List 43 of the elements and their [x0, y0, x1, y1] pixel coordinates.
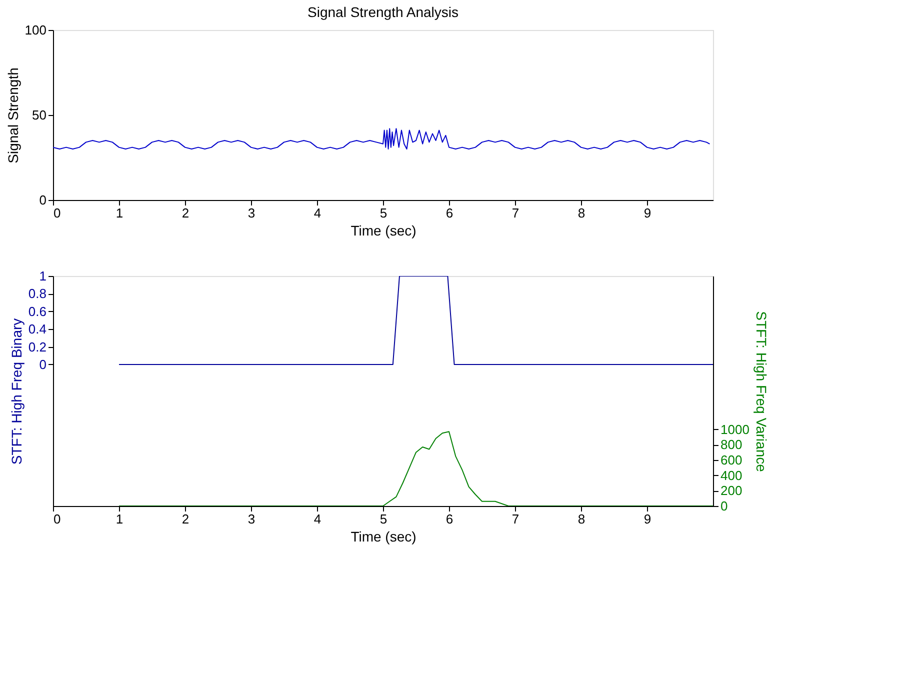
x-tick-label: 3: [248, 512, 256, 526]
line-series: [118, 431, 713, 506]
x-tick-label: 0: [54, 206, 61, 220]
x-tick-label: 1: [116, 512, 124, 526]
y2-tick-label: 200: [720, 483, 742, 498]
x-tick-label: 9: [644, 206, 652, 220]
y-tick-label: 0: [39, 356, 46, 372]
x-tick-label: 4: [314, 512, 322, 526]
y2-tick-label: 0: [720, 498, 728, 514]
x-tick-label: 5: [380, 512, 388, 526]
y2-axis-title: STFT: High Freq Variance: [753, 311, 770, 472]
y2-tick-label: 400: [720, 468, 742, 483]
x-tick-label: 1: [116, 206, 124, 220]
x-axis-title: Time (sec): [350, 222, 416, 238]
y-tick-label: 100: [24, 22, 46, 38]
x-tick-label: 2: [182, 512, 190, 526]
line-series: [53, 128, 710, 150]
chart-title: Signal Strength Analysis: [308, 4, 458, 20]
y-tick-label: 1: [39, 268, 46, 284]
x-tick-label: 9: [644, 512, 652, 526]
x-tick-label: 5: [380, 206, 388, 220]
x-tick-label: 8: [578, 206, 586, 220]
y2-tick-label: 800: [720, 437, 742, 452]
x-tick-label: 8: [578, 512, 586, 526]
x-tick-label: 3: [248, 206, 256, 220]
x-tick-label: 4: [314, 206, 322, 220]
y-tick-label: 0.4: [28, 322, 46, 337]
y-axis-title: Signal Strength: [4, 68, 21, 164]
x-tick-label: 0: [54, 512, 61, 526]
y-tick-label: 0: [39, 192, 46, 208]
y2-tick-label: 1000: [720, 422, 750, 437]
x-tick-label: 6: [446, 512, 454, 526]
x-tick-label: 2: [182, 206, 190, 220]
y-tick-label: 0.8: [28, 286, 46, 302]
y2-tick-label: 600: [720, 452, 742, 468]
x-tick-label: 6: [446, 206, 454, 220]
x-axis-title: Time (sec): [350, 528, 416, 544]
y-tick-label: 0.6: [28, 304, 46, 319]
y-tick-label: 50: [32, 108, 46, 122]
y-axis-title: STFT: High Freq Binary: [8, 318, 24, 465]
x-tick-label: 7: [512, 512, 520, 526]
x-tick-label: 7: [512, 206, 520, 220]
y-tick-label: 0.2: [28, 339, 46, 354]
